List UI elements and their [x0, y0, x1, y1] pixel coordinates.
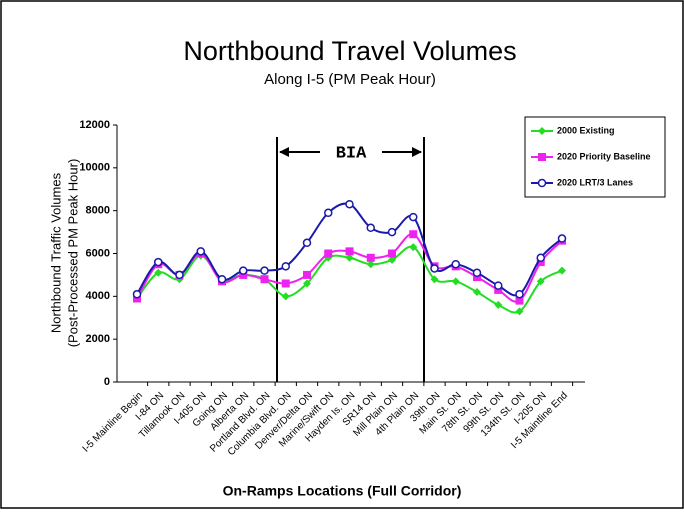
point [536, 258, 545, 267]
point [281, 262, 290, 271]
point [281, 292, 290, 301]
point [302, 238, 312, 248]
y-tick-label: 10000 [79, 162, 110, 174]
point [388, 249, 396, 258]
point [536, 253, 545, 263]
point [515, 296, 524, 305]
legend-label: 2020 LRT/3 Lanes [557, 177, 633, 187]
y-axis-title: Northbound Traffic Volumes [48, 172, 63, 333]
point [557, 234, 567, 243]
point [387, 227, 397, 237]
point [388, 255, 396, 264]
point [558, 266, 566, 275]
point [324, 249, 333, 258]
point [409, 243, 418, 252]
point [345, 253, 354, 262]
point [154, 257, 163, 267]
point [324, 208, 333, 218]
point [451, 277, 460, 286]
legend-label: 2000 Existing [557, 125, 615, 135]
point [451, 259, 460, 269]
y-tick-label: 8000 [86, 205, 110, 217]
point [515, 289, 524, 299]
point [366, 260, 375, 269]
y-axis-title: (Post-Processed PM Peak Hour) [65, 159, 80, 348]
point [409, 212, 418, 222]
point [217, 274, 227, 284]
point [345, 199, 354, 209]
point [430, 264, 439, 273]
y-tick-label: 2000 [86, 333, 110, 345]
chart-subtitle: Along I-5 (PM Peak Hour) [264, 71, 436, 88]
point [260, 275, 269, 284]
point [472, 268, 482, 278]
x-axis-title: On-Ramps Locations (Full Corridor) [223, 483, 462, 499]
point [537, 178, 547, 188]
point [260, 266, 269, 275]
legend-label: 2020 Priority Baseline [557, 151, 651, 161]
y-tick-label: 4000 [86, 290, 110, 302]
y-tick-label: 0 [104, 376, 110, 388]
point [538, 127, 546, 135]
point [515, 307, 524, 316]
point [536, 277, 545, 286]
point [196, 247, 205, 256]
point [345, 247, 354, 256]
point [409, 230, 418, 239]
point [303, 279, 311, 288]
point [473, 273, 481, 282]
point [132, 289, 142, 299]
point [494, 285, 503, 294]
y-tick-label: 6000 [86, 247, 110, 259]
point [473, 288, 481, 297]
point [494, 281, 503, 290]
point [175, 270, 184, 280]
point [366, 223, 375, 233]
y-tick-label: 12000 [79, 119, 110, 131]
point [538, 153, 546, 161]
point [430, 275, 439, 284]
point [239, 266, 248, 275]
point [366, 253, 375, 262]
chart-title: Northbound Travel Volumes [183, 36, 516, 66]
annotation: BIA [336, 144, 367, 163]
point [303, 270, 311, 279]
point [281, 279, 290, 288]
point [154, 268, 163, 277]
point [494, 300, 503, 309]
point [239, 270, 248, 279]
point [133, 294, 141, 303]
